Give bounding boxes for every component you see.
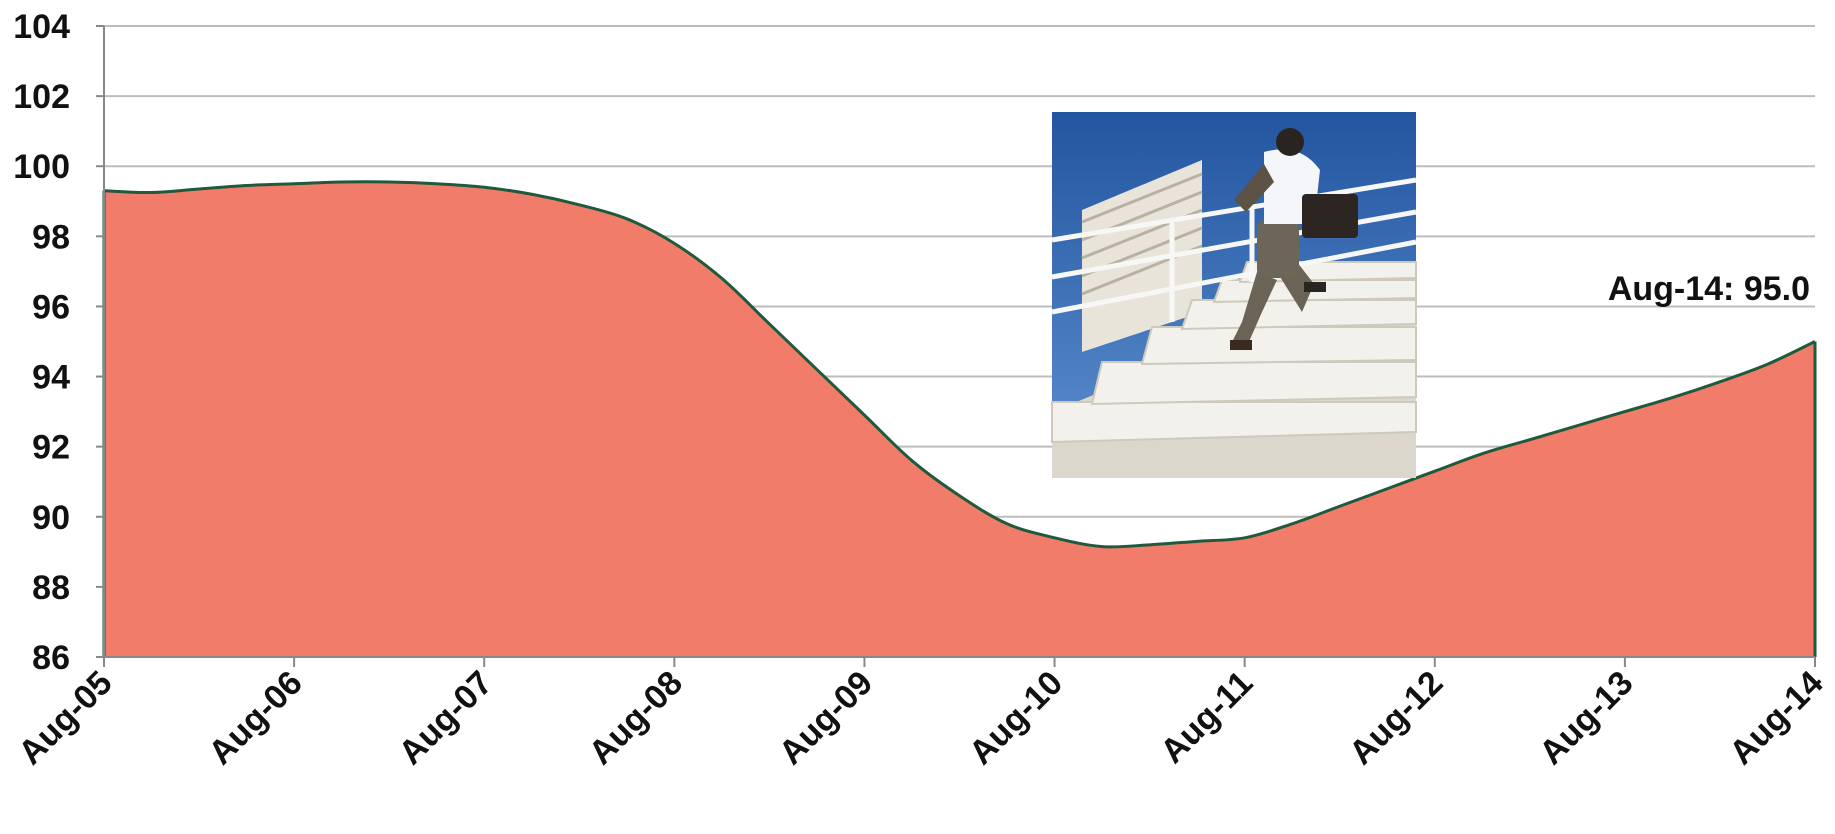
x-tick-label: Aug-14	[1722, 664, 1830, 772]
area-line	[103, 180, 1816, 549]
x-tick-label: Aug-13	[1532, 664, 1640, 772]
y-tick-label: 104	[13, 8, 70, 46]
x-tick-label: Aug-10	[962, 664, 1070, 772]
y-tick-label: 90	[32, 499, 70, 537]
x-tick-label: Aug-12	[1342, 664, 1450, 772]
x-tick-label: Aug-06	[201, 664, 309, 772]
y-tick-label: 100	[13, 148, 70, 186]
x-axis-ticks: Aug-05 Aug-06 Aug-07 Aug-08 Aug-09 Aug-10 Aug-…	[11, 657, 1831, 772]
last-value-annotation: Aug-14: 95.0	[1608, 270, 1810, 308]
y-tick-label: 98	[32, 218, 70, 256]
x-tick-label: Aug-11	[1153, 664, 1260, 771]
y-axis-ticks: 86 88 90 92 94 96 98 100 102 104	[13, 8, 104, 677]
y-tick-label: 96	[32, 288, 70, 326]
axes	[103, 26, 1815, 658]
area-fill	[104, 181, 1815, 657]
y-tick-label: 86	[32, 639, 70, 677]
businessman-climbing-stairs-icon	[1051, 112, 1417, 478]
y-tick-label: 92	[32, 429, 70, 467]
area-series	[102, 180, 1817, 657]
x-tick-label: Aug-05	[11, 664, 119, 772]
y-tick-label: 94	[32, 359, 70, 397]
x-tick-label: Aug-09	[772, 664, 880, 772]
y-tick-label: 88	[32, 569, 70, 607]
x-tick-label: Aug-08	[582, 664, 690, 772]
y-tick-label: 102	[13, 78, 70, 116]
x-tick-label: Aug-07	[392, 664, 500, 772]
